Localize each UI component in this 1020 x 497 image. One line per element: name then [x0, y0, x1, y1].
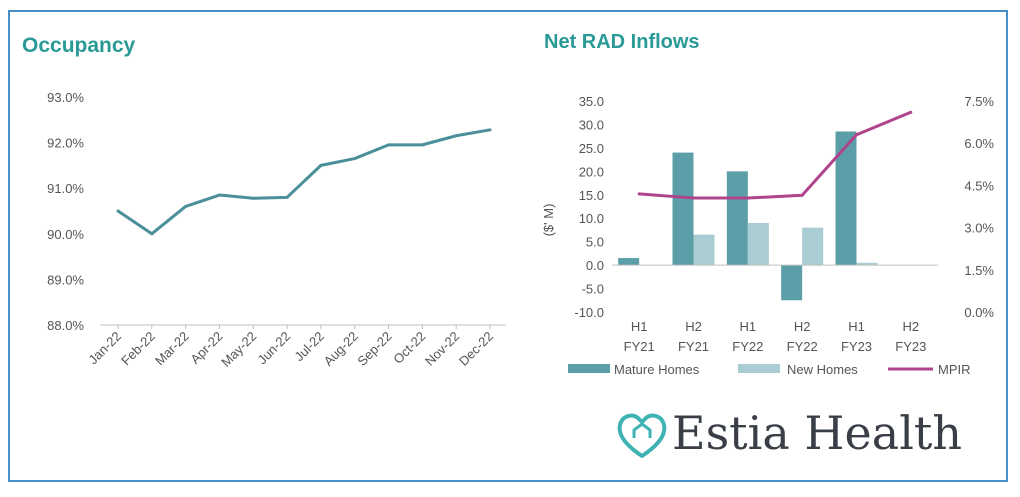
occupancy-point	[420, 143, 424, 147]
rad-x-tick-year: FY22	[787, 339, 818, 354]
occupancy-x-tick: Oct-22	[390, 329, 428, 367]
occupancy-x-tick: Aug-22	[321, 329, 361, 369]
rad-x-tick-half: H2	[685, 319, 702, 334]
legend-swatch-new-homes	[738, 364, 780, 373]
legend-label-new-homes: New Homes	[787, 362, 858, 377]
rad-y2-tick: 6.0%	[964, 136, 994, 151]
occupancy-x-tick: Dec-22	[456, 329, 496, 369]
occupancy-point	[488, 128, 492, 132]
rad-y-tick: 35.0	[579, 94, 604, 109]
occupancy-point	[184, 204, 188, 208]
occupancy-x-tick: Jan-22	[85, 329, 124, 368]
occupancy-point	[319, 163, 323, 167]
occupancy-y-tick: 88.0%	[47, 318, 84, 333]
figure-frame	[8, 10, 1008, 482]
rad-bar-mature-homes	[835, 131, 857, 266]
rad-y-tick: 30.0	[579, 117, 604, 132]
occupancy-y-tick: 92.0%	[47, 136, 84, 151]
rad-mpir-line	[639, 110, 912, 200]
brand-name: Estia Health	[672, 406, 963, 460]
occupancy-point	[217, 193, 221, 197]
rad-x-tick-half: H1	[631, 319, 648, 334]
occupancy-point	[454, 134, 458, 138]
legend-label-mature-homes: Mature Homes	[614, 362, 700, 377]
occupancy-x-tick: May-22	[218, 329, 259, 370]
rad-y-tick: 25.0	[579, 141, 604, 156]
rad-y-tick: -10.0	[574, 305, 604, 320]
rad-mpir-point	[800, 193, 804, 197]
rad-mpir-point	[855, 133, 858, 137]
occupancy-point	[251, 196, 255, 200]
rad-x-tick-year: FY22	[732, 339, 763, 354]
legend-swatch-mature-homes	[568, 364, 610, 373]
rad-y-tick: 10.0	[579, 211, 604, 226]
occupancy-y-tick: 89.0%	[47, 272, 84, 287]
occupancy-point	[116, 209, 120, 213]
rad-y2-tick: 0.0%	[964, 305, 994, 320]
occupancy-x-tick: Feb-22	[118, 329, 158, 369]
rad-bar-mature-homes	[726, 171, 748, 266]
rad-y2-tick: 4.5%	[964, 178, 994, 193]
rad-bar-new-homes	[693, 234, 715, 266]
occupancy-y-tick: 90.0%	[47, 227, 84, 242]
occupancy-x-tick: Sep-22	[354, 329, 394, 369]
rad-y-tick: 5.0	[586, 235, 604, 250]
rad-mpir-point	[692, 196, 695, 200]
rad-y-tick: -5.0	[582, 282, 604, 297]
occupancy-x-tick: Nov-22	[422, 329, 462, 369]
occupancy-point	[285, 195, 289, 199]
rad-x-tick-year: FY23	[895, 339, 926, 354]
occupancy-x-tick: Jun-22	[254, 329, 293, 368]
occupancy-line	[117, 128, 491, 236]
rad-bar-mature-homes	[672, 152, 694, 266]
rad-bar-mature-homes	[618, 258, 640, 266]
rad-y-tick: 20.0	[579, 164, 604, 179]
occupancy-point	[353, 157, 357, 161]
rad-y2-tick: 7.5%	[964, 94, 994, 109]
occupancy-title: Occupancy	[22, 34, 136, 57]
rad-mpir-point	[909, 110, 913, 114]
rad-bar-new-homes	[747, 222, 769, 266]
occupancy-x-tick: Mar-22	[152, 329, 192, 369]
rad-y2-tick: 3.0%	[964, 221, 994, 236]
rad-x-tick-half: H1	[740, 319, 757, 334]
rad-x-tick-half: H1	[848, 319, 865, 334]
rad-x-tick-year: FY23	[841, 339, 872, 354]
legend-label-mpir: MPIR	[938, 362, 971, 377]
occupancy-y-tick: 93.0%	[47, 90, 84, 105]
rad-y2-tick: 1.5%	[964, 263, 994, 278]
heart-home-icon	[617, 413, 667, 458]
rad-y-tick: 15.0	[579, 188, 604, 203]
rad-x-tick-half: H2	[903, 319, 920, 334]
rad-x-tick-half: H2	[794, 319, 811, 334]
rad-x-tick-year: FY21	[624, 339, 655, 354]
rad-mpir-point	[637, 192, 641, 196]
occupancy-point	[387, 143, 391, 147]
rad-title: Net RAD Inflows	[544, 31, 700, 53]
rad-x-tick-year: FY21	[678, 339, 709, 354]
rad-mpir-point	[746, 196, 750, 200]
rad-bar-new-homes	[802, 227, 824, 266]
rad-y-tick: 0.0	[586, 258, 604, 273]
occupancy-point	[150, 232, 154, 236]
occupancy-y-tick: 91.0%	[47, 181, 84, 196]
rad-bar-mature-homes	[781, 265, 803, 301]
rad-y-label: ($' M)	[541, 204, 556, 237]
rad-bar-new-homes	[856, 262, 878, 266]
brand-logo: Estia Health	[610, 404, 990, 472]
